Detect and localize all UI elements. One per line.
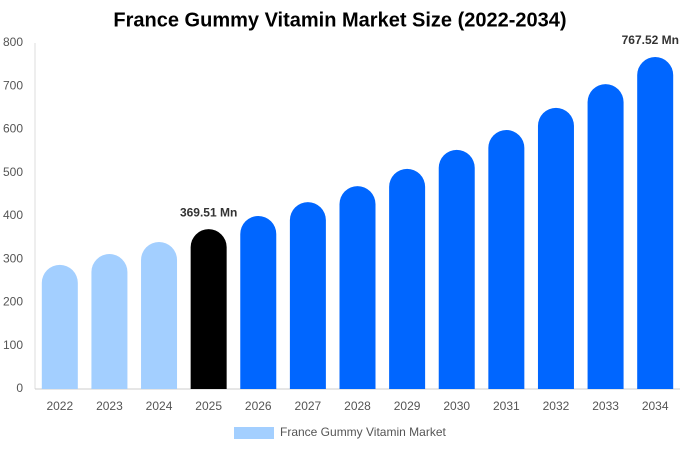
legend-swatch bbox=[234, 427, 274, 439]
chart-title: France Gummy Vitamin Market Size (2022-2… bbox=[113, 9, 566, 31]
y-tick-label: 800 bbox=[3, 35, 23, 49]
y-tick-label: 400 bbox=[3, 208, 23, 222]
bar bbox=[389, 168, 426, 389]
y-tick-label: 200 bbox=[3, 295, 23, 309]
x-tick-label: 2032 bbox=[543, 399, 570, 413]
bar bbox=[587, 84, 624, 390]
y-tick-label: 500 bbox=[3, 165, 23, 179]
bar bbox=[141, 241, 178, 389]
bar bbox=[240, 216, 277, 389]
y-tick-label: 100 bbox=[3, 338, 23, 352]
bar bbox=[339, 186, 376, 389]
value-label: 369.51 Mn bbox=[180, 205, 237, 219]
value-label: 767.52 Mn bbox=[622, 33, 679, 47]
bar bbox=[438, 149, 475, 389]
y-tick-label: 0 bbox=[16, 381, 23, 395]
bar bbox=[488, 129, 525, 389]
x-tick-label: 2028 bbox=[344, 399, 371, 413]
x-tick-label: 2023 bbox=[96, 399, 123, 413]
bar bbox=[190, 229, 227, 389]
x-tick-label: 2024 bbox=[146, 399, 173, 413]
x-tick-label: 2034 bbox=[642, 399, 669, 413]
bar bbox=[637, 57, 674, 389]
y-tick-label: 300 bbox=[3, 251, 23, 265]
x-tick-label: 2033 bbox=[592, 399, 619, 413]
y-tick-label: 600 bbox=[3, 122, 23, 136]
bar bbox=[537, 107, 574, 390]
x-tick-label: 2026 bbox=[245, 399, 272, 413]
y-tick-label: 700 bbox=[3, 78, 23, 92]
bar bbox=[289, 202, 326, 389]
x-tick-label: 2022 bbox=[46, 399, 73, 413]
bar bbox=[41, 264, 78, 389]
x-tick-label: 2025 bbox=[195, 399, 222, 413]
legend-label: France Gummy Vitamin Market bbox=[280, 425, 446, 439]
x-tick-label: 2030 bbox=[443, 399, 470, 413]
x-tick-label: 2027 bbox=[295, 399, 322, 413]
x-tick-label: 2031 bbox=[493, 399, 520, 413]
x-tick-label: 2029 bbox=[394, 399, 421, 413]
bar bbox=[91, 254, 128, 389]
